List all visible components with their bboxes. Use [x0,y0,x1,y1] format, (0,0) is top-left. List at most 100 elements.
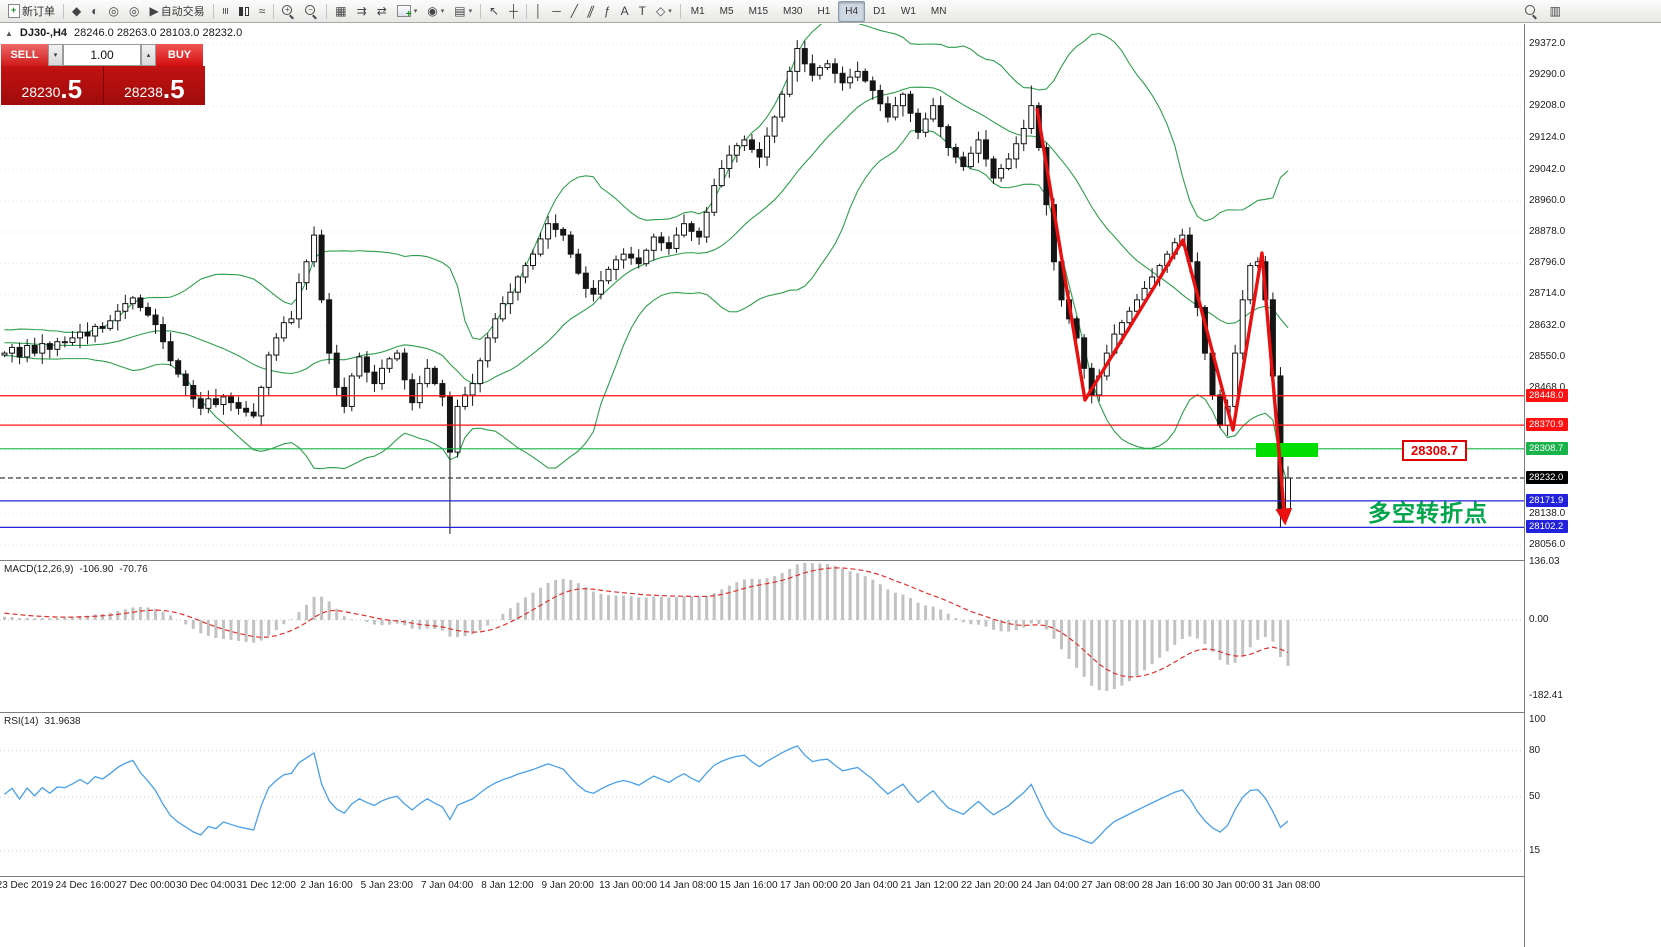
oneclick-collapse-icon[interactable]: ▲ [5,28,13,38]
periods-icon: ◉ [427,4,438,18]
new-chart-button[interactable]: ▾ [392,1,423,22]
price-axis-label: 28714.0 [1529,288,1566,300]
toolbar-separator [273,3,275,19]
time-axis-label: 20 Jan 04:00 [840,880,899,891]
time-axis-label: 30 Jan 00:00 [1202,880,1260,891]
text-label-button[interactable]: T [634,1,651,22]
timeframe-toolbar: M1 M5 M15 M30 H1 H4 D1 W1 MN [684,0,954,22]
buy-price-button[interactable]: 28238.5 [104,66,206,105]
price-annotation-label[interactable]: 28308.7 [1402,440,1467,461]
timeframe-button-m30[interactable]: M30 [783,5,803,17]
timeframe-button-m1[interactable]: M1 [690,5,705,17]
time-axis[interactable]: 23 Dec 2019 24 Dec 16:00 27 Dec 00:00 30 De… [0,877,1524,897]
shapes-button[interactable]: ◇ ▾ [651,1,677,22]
dropdown-icon: ▾ [413,8,418,15]
crosshair-button[interactable]: ┼ [504,1,523,22]
panel-divider[interactable] [0,560,1661,561]
price-axis-line-label: 28370.9 [1526,418,1569,432]
auto-trading-button[interactable]: ▶ 自动交易 [144,1,209,22]
favorites-button[interactable]: ◆ [67,1,86,22]
auto-scroll-button[interactable]: ⇉ [352,1,372,22]
periods-button[interactable]: ◉ ▾ [422,1,449,22]
chart-area[interactable]: 29372.0 29290.0 29208.0 29124.0 29042.0 28960… [0,24,1661,947]
time-axis-label: 9 Jan 20:00 [541,880,594,891]
price-axis-divider [1524,24,1525,947]
time-axis-label: 31 Jan 08:00 [1262,880,1321,891]
search-icon [1524,4,1538,19]
candlestick-button[interactable] [234,1,254,22]
rsi-value: 31.9638 [44,716,81,727]
cursor-button[interactable]: ↖ [484,1,504,22]
fibonacci-button[interactable]: ƒ [599,1,616,22]
symbol-period-label: DJ30-,H4 [19,27,67,39]
timeframe-button-h4[interactable]: H4 [838,0,866,22]
text-button[interactable]: A [616,1,634,22]
time-axis-label: 21 Jan 12:00 [900,880,959,891]
timeframe-button-m5[interactable]: M5 [719,5,734,17]
macd-panel[interactable] [0,561,1524,712]
timeframe-button-m15[interactable]: M15 [748,5,769,17]
line-chart-button[interactable]: ≈ [254,1,271,22]
volume-increase-button[interactable]: ▴ [141,44,156,66]
price-divider [102,66,104,105]
sell-price-frac: .5 [60,74,83,104]
price-chart[interactable] [0,24,1524,560]
dropdown-icon: ▾ [468,8,473,15]
price-axis-line-label: 28232.0 [1526,470,1569,484]
volume-input[interactable] [63,44,141,66]
sell-button[interactable]: SELL [1,44,48,66]
volume-decrease-button[interactable]: ▾ [48,44,63,66]
sell-price-button[interactable]: 28230.5 [1,66,103,105]
search-button[interactable] [1520,1,1543,22]
time-axis-label: 5 Jan 23:00 [360,880,413,891]
new-order-label: 新订单 [22,6,55,18]
buy-button[interactable]: BUY [156,44,203,66]
trendline-button[interactable]: ╱ [566,1,583,22]
horizontal-line-button[interactable]: ─ [547,1,566,22]
auto-trading-play-icon: ▶ [149,4,159,18]
vertical-line-button[interactable]: │ [530,1,548,22]
toolbar-separator [480,3,482,19]
panel-divider[interactable] [0,712,1661,713]
time-axis-label: 28 Jan 16:00 [1141,880,1200,891]
navigator-button[interactable]: ◎ [103,1,123,22]
time-axis-label: 22 Jan 20:00 [960,880,1019,891]
toolbar-separator [326,3,328,19]
time-axis-label: 7 Jan 04:00 [420,880,474,891]
chart-shift-button[interactable]: ⇄ [372,1,392,22]
price-axis[interactable]: 29372.0 29290.0 29208.0 29124.0 29042.0 28960… [1525,24,1661,947]
price-axis-label: 28960.0 [1529,194,1566,206]
price-axis-label: 29208.0 [1529,100,1566,112]
zoom-in-button[interactable]: + [277,1,300,22]
rsi-label: RSI(14) 31.9638 [4,716,81,727]
crosshair-icon: ┼ [509,4,518,18]
rsi-panel[interactable] [0,713,1524,876]
bar-chart-icon: ≡ [218,7,233,15]
time-axis-label: 30 Dec 04:00 [176,880,236,891]
new-window-button[interactable]: ▥ [1545,1,1566,22]
new-order-button[interactable]: 新订单 [3,1,60,22]
timeframe-button-d1[interactable]: D1 [873,5,886,17]
terminal-button[interactable]: ◎ [124,1,144,22]
price-axis-label: 28056.0 [1529,538,1566,550]
ohlc-readout: 28246.0 28263.0 28103.0 28232.0 [74,27,243,39]
timeframe-button-h1[interactable]: H1 [817,5,831,17]
price-axis-label: 29372.0 [1529,37,1566,49]
line-chart-icon: ≈ [258,4,266,18]
main-toolbar: 新订单 ◆ ◐ ◎ ◎ ▶ 自动交易 ≡ ≈ + − ▦ ⇉ ⇄ ▾ ◉▾ ▤▾… [0,0,1661,23]
toolbar-separator [525,3,527,19]
turning-point-annotation[interactable]: 多空转折点 [1368,500,1488,526]
rsi-axis-label: 80 [1529,744,1541,756]
timeframe-button-w1[interactable]: W1 [900,5,916,17]
shapes-icon: ◇ [656,4,666,18]
templates-button[interactable]: ▤ ▾ [449,1,477,22]
profiles-button[interactable]: ◐ [86,1,103,22]
channel-button[interactable]: ∥ [583,1,599,22]
price-axis-label: 29042.0 [1529,163,1566,175]
timeframe-button-mn[interactable]: MN [930,5,947,17]
zoom-out-button[interactable]: − [300,1,323,22]
trendline-icon: ╱ [570,4,578,18]
macd-axis-label: 136.03 [1529,556,1560,568]
bar-chart-button[interactable]: ≡ [217,1,234,22]
tile-windows-button[interactable]: ▦ [330,1,351,22]
